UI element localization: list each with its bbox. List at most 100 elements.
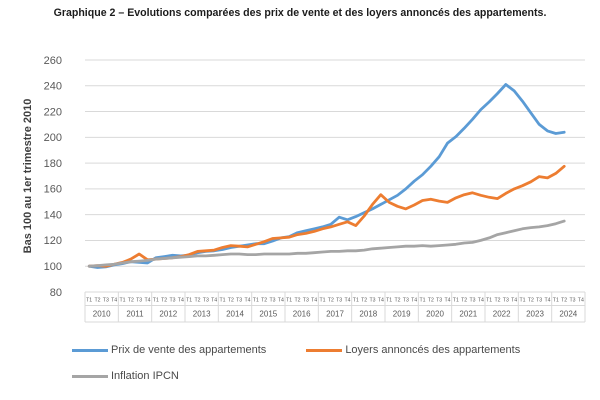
- quarter-tick-label: T1: [353, 298, 359, 304]
- quarter-tick-label: T3: [236, 298, 242, 304]
- quarter-tick-label: T3: [503, 298, 509, 304]
- quarter-tick-label: T1: [486, 298, 492, 304]
- year-tick-label: 2019: [393, 310, 411, 319]
- quarter-tick-label: T1: [119, 298, 125, 304]
- quarter-tick-label: T4: [578, 298, 584, 304]
- quarter-tick-label: T3: [303, 298, 309, 304]
- quarter-tick-label: T2: [428, 298, 434, 304]
- y-tick-label: 80: [50, 287, 62, 299]
- quarter-tick-label: T4: [544, 298, 550, 304]
- quarter-tick-label: T2: [228, 298, 234, 304]
- y-tick-label: 120: [44, 235, 62, 247]
- quarter-tick-label: T4: [444, 298, 450, 304]
- quarter-tick-label: T1: [419, 298, 425, 304]
- y-tick-label: 200: [44, 132, 62, 144]
- quarter-tick-label: T2: [394, 298, 400, 304]
- y-tick-label: 240: [44, 81, 62, 93]
- y-tick-label: 160: [44, 184, 62, 196]
- quarter-tick-label: T4: [211, 298, 217, 304]
- quarter-tick-label: T1: [319, 298, 325, 304]
- quarter-tick-label: T2: [328, 298, 334, 304]
- quarter-tick-label: T4: [244, 298, 250, 304]
- quarter-tick-label: T1: [253, 298, 259, 304]
- year-tick-label: 2017: [326, 310, 344, 319]
- quarter-tick-label: T3: [136, 298, 142, 304]
- quarter-tick-label: T2: [194, 298, 200, 304]
- quarter-tick-label: T3: [369, 298, 375, 304]
- quarter-tick-label: T4: [378, 298, 384, 304]
- quarter-tick-label: T2: [561, 298, 567, 304]
- quarter-tick-label: T3: [103, 298, 109, 304]
- legend-item: Loyers annoncés des appartements: [306, 342, 520, 358]
- year-tick-label: 2015: [259, 310, 277, 319]
- legend-item: Inflation IPCN: [72, 368, 179, 384]
- y-tick-label: 140: [44, 209, 62, 221]
- y-tick-label: 180: [44, 158, 62, 170]
- quarter-tick-label: T4: [478, 298, 484, 304]
- year-tick-label: 2022: [493, 310, 511, 319]
- quarter-tick-label: T4: [311, 298, 317, 304]
- legend-item: Prix de vente des appartements: [72, 342, 266, 358]
- year-tick-label: 2024: [559, 310, 577, 319]
- quarter-tick-label: T1: [219, 298, 225, 304]
- year-tick-label: 2014: [226, 310, 244, 319]
- quarter-tick-label: T3: [203, 298, 209, 304]
- year-tick-label: 2016: [293, 310, 311, 319]
- quarter-tick-label: T2: [528, 298, 534, 304]
- quarter-tick-label: T4: [344, 298, 350, 304]
- quarter-tick-label: T2: [128, 298, 134, 304]
- legend-line-sample-icon: [306, 348, 343, 352]
- quarter-tick-label: T1: [153, 298, 159, 304]
- quarter-tick-label: T4: [111, 298, 117, 304]
- quarter-tick-label: T3: [436, 298, 442, 304]
- quarter-tick-label: T2: [94, 298, 100, 304]
- legend-label: Loyers annoncés des appartements: [345, 344, 521, 356]
- legend: Prix de vente des appartements Loyers ann…: [72, 342, 588, 384]
- year-tick-label: 2020: [426, 310, 444, 319]
- legend-line-sample-icon: [72, 348, 108, 352]
- year-tick-label: 2021: [459, 310, 477, 319]
- quarter-tick-label: T1: [86, 298, 92, 304]
- y-axis-title: Bas 100 au 1er trimestre 2010: [22, 99, 34, 254]
- quarter-tick-label: T3: [336, 298, 342, 304]
- year-tick-label: 2018: [359, 310, 377, 319]
- year-tick-label: 2013: [193, 310, 211, 319]
- quarter-tick-label: T4: [278, 298, 284, 304]
- quarter-tick-label: T2: [161, 298, 167, 304]
- quarter-tick-label: T1: [286, 298, 292, 304]
- quarter-tick-label: T3: [403, 298, 409, 304]
- legend-label: Inflation IPCN: [111, 370, 179, 382]
- year-tick-label: 2012: [159, 310, 177, 319]
- quarter-tick-label: T1: [553, 298, 559, 304]
- quarter-tick-label: T3: [569, 298, 575, 304]
- quarter-tick-label: T2: [294, 298, 300, 304]
- quarter-tick-label: T4: [511, 298, 517, 304]
- quarter-tick-label: T3: [469, 298, 475, 304]
- quarter-tick-label: T3: [269, 298, 275, 304]
- quarter-tick-label: T1: [519, 298, 525, 304]
- chart-title: Graphique 2 – Evolutions comparées des p…: [53, 7, 547, 19]
- quarter-tick-label: T1: [186, 298, 192, 304]
- series-line-prix-de-vente-des-appartements: [87, 83, 566, 269]
- gridlines: [85, 59, 585, 293]
- y-tick-label: 220: [44, 106, 62, 118]
- quarter-tick-label: T2: [361, 298, 367, 304]
- quarter-tick-label: T2: [261, 298, 267, 304]
- quarter-tick-label: T1: [453, 298, 459, 304]
- quarter-tick-label: T3: [169, 298, 175, 304]
- y-tick-label: 100: [44, 261, 62, 273]
- quarter-tick-label: T2: [461, 298, 467, 304]
- quarter-tick-label: T1: [386, 298, 392, 304]
- year-tick-label: 2010: [93, 310, 111, 319]
- y-axis-tick-labels: 80 100 120 140 160 180 200 220 240 260: [44, 55, 62, 299]
- quarter-tick-label: T4: [144, 298, 150, 304]
- quarter-tick-label: T4: [411, 298, 417, 304]
- quarter-tick-label: T4: [178, 298, 184, 304]
- legend-line-sample-icon: [72, 374, 108, 378]
- y-tick-label: 260: [44, 55, 62, 67]
- quarter-tick-label: T3: [536, 298, 542, 304]
- quarter-tick-label: T2: [494, 298, 500, 304]
